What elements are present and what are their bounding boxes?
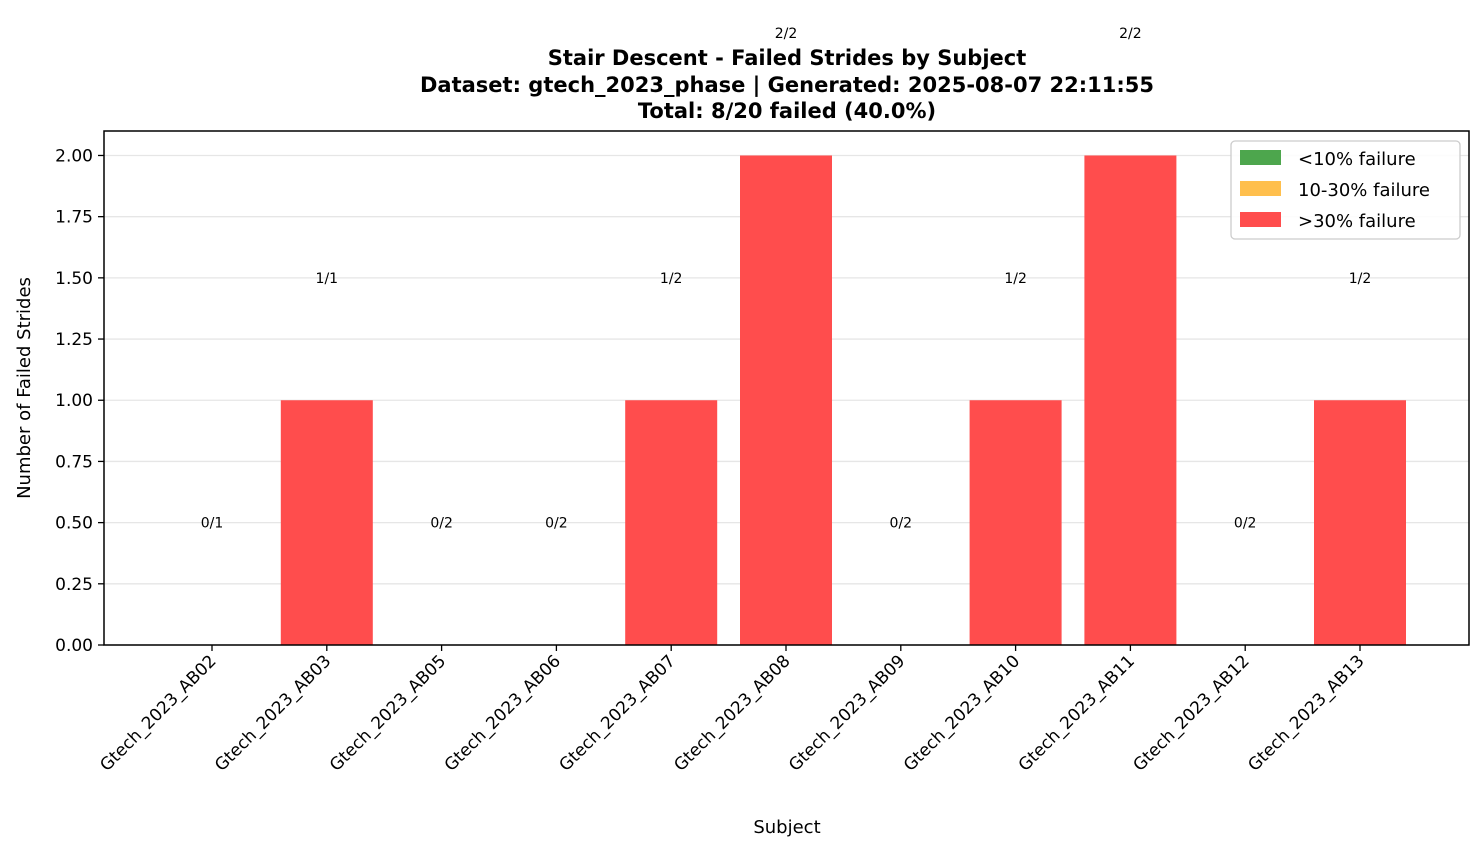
x-axis: Gtech_2023_AB02Gtech_2023_AB03Gtech_2023… [96,645,1369,776]
legend-swatch [1240,150,1281,165]
bar-series [280,155,1406,645]
legend-label: 10-30% failure [1298,180,1430,201]
x-tick-label: Gtech_2023_AB08 [670,651,794,775]
y-tick-label: 0.00 [55,636,93,656]
y-tick-label: 1.00 [55,391,93,411]
chart-title: Stair Descent - Failed Strides by Subjec… [420,46,1154,123]
legend-swatch [1240,212,1281,227]
bar [1084,155,1177,645]
x-tick-label: Gtech_2023_AB05 [326,651,450,775]
y-tick-label: 0.75 [55,452,93,472]
x-tick-label: Gtech_2023_AB10 [900,651,1024,775]
y-tick-label: 1.25 [55,330,93,350]
x-axis-label: Subject [753,817,820,838]
x-tick-label: Gtech_2023_AB12 [1130,651,1254,775]
legend-label: >30% failure [1298,211,1416,232]
bar-value-label: 1/2 [1349,271,1372,287]
y-axis: 0.00 0.25 0.50 0.75 1.00 1.25 1.50 1.75 2.00 [55,146,104,656]
legend-label: <10% failure [1298,149,1416,170]
bar-value-label: 2/2 [1119,26,1142,42]
legend-swatch [1240,181,1281,196]
bar-value-label: 0/2 [1234,516,1257,532]
bar-value-label: 0/2 [430,516,453,532]
bar-value-label: 2/2 [775,26,798,42]
y-tick-label: 1.75 [55,208,93,228]
legend-box [1230,140,1461,240]
bar [1314,400,1406,645]
bar [740,155,832,645]
bar [969,400,1062,645]
bar [280,400,373,645]
x-tick-label: Gtech_2023_AB07 [556,651,680,775]
chart-title-line-3: Total: 8/20 failed (40.0%) [638,99,936,123]
x-tick-label: Gtech_2023_AB06 [441,651,565,775]
chart-title-line-2: Dataset: gtech_2023_phase | Generated: 2… [420,73,1154,98]
bar-value-label: 0/1 [201,516,224,532]
chart-title-line-1: Stair Descent - Failed Strides by Subjec… [548,46,1027,70]
y-tick-label: 0.25 [55,575,93,595]
bar-value-label: 0/2 [890,516,913,532]
bar-value-label: 0/2 [545,516,568,532]
x-tick-label: Gtech_2023_AB13 [1244,651,1368,775]
bar [625,400,718,645]
y-tick-label: 1.50 [55,269,93,289]
x-tick-label: Gtech_2023_AB11 [1015,651,1139,775]
x-tick-label: Gtech_2023_AB03 [211,651,335,775]
bar-value-label: 1/1 [316,271,339,287]
y-axis-label: Number of Failed Strides [14,277,35,499]
x-tick-label: Gtech_2023_AB09 [785,651,909,775]
y-tick-label: 2.00 [55,146,93,166]
bar-value-label: 1/2 [1004,271,1027,287]
bar-value-labels: 0/1 1/1 0/2 0/2 1/2 2/2 0/2 1/2 2/2 0/2 1/2 [201,26,1372,532]
y-tick-label: 0.50 [55,514,93,534]
bar-value-label: 1/2 [660,271,683,287]
x-tick-label: Gtech_2023_AB02 [96,651,220,775]
legend: <10% failure 10-30% failure >30% failure [1230,140,1461,240]
